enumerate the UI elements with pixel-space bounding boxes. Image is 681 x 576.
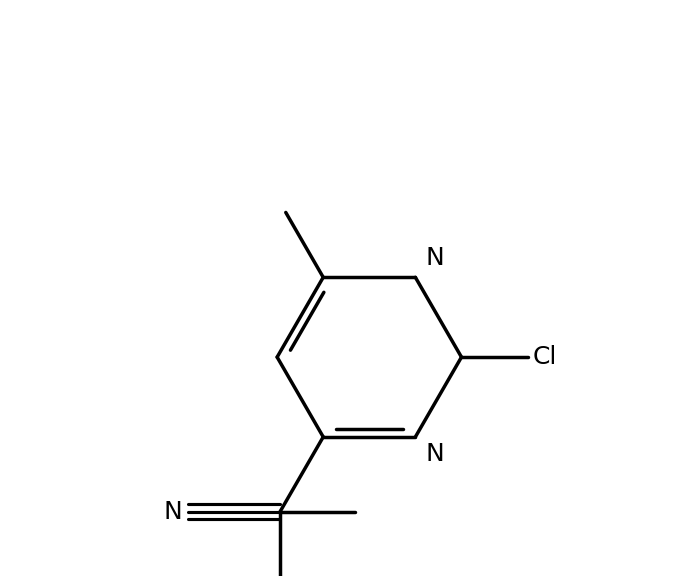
Text: N: N (426, 247, 445, 270)
Text: Cl: Cl (533, 345, 556, 369)
Text: N: N (426, 442, 445, 465)
Text: N: N (163, 500, 182, 524)
